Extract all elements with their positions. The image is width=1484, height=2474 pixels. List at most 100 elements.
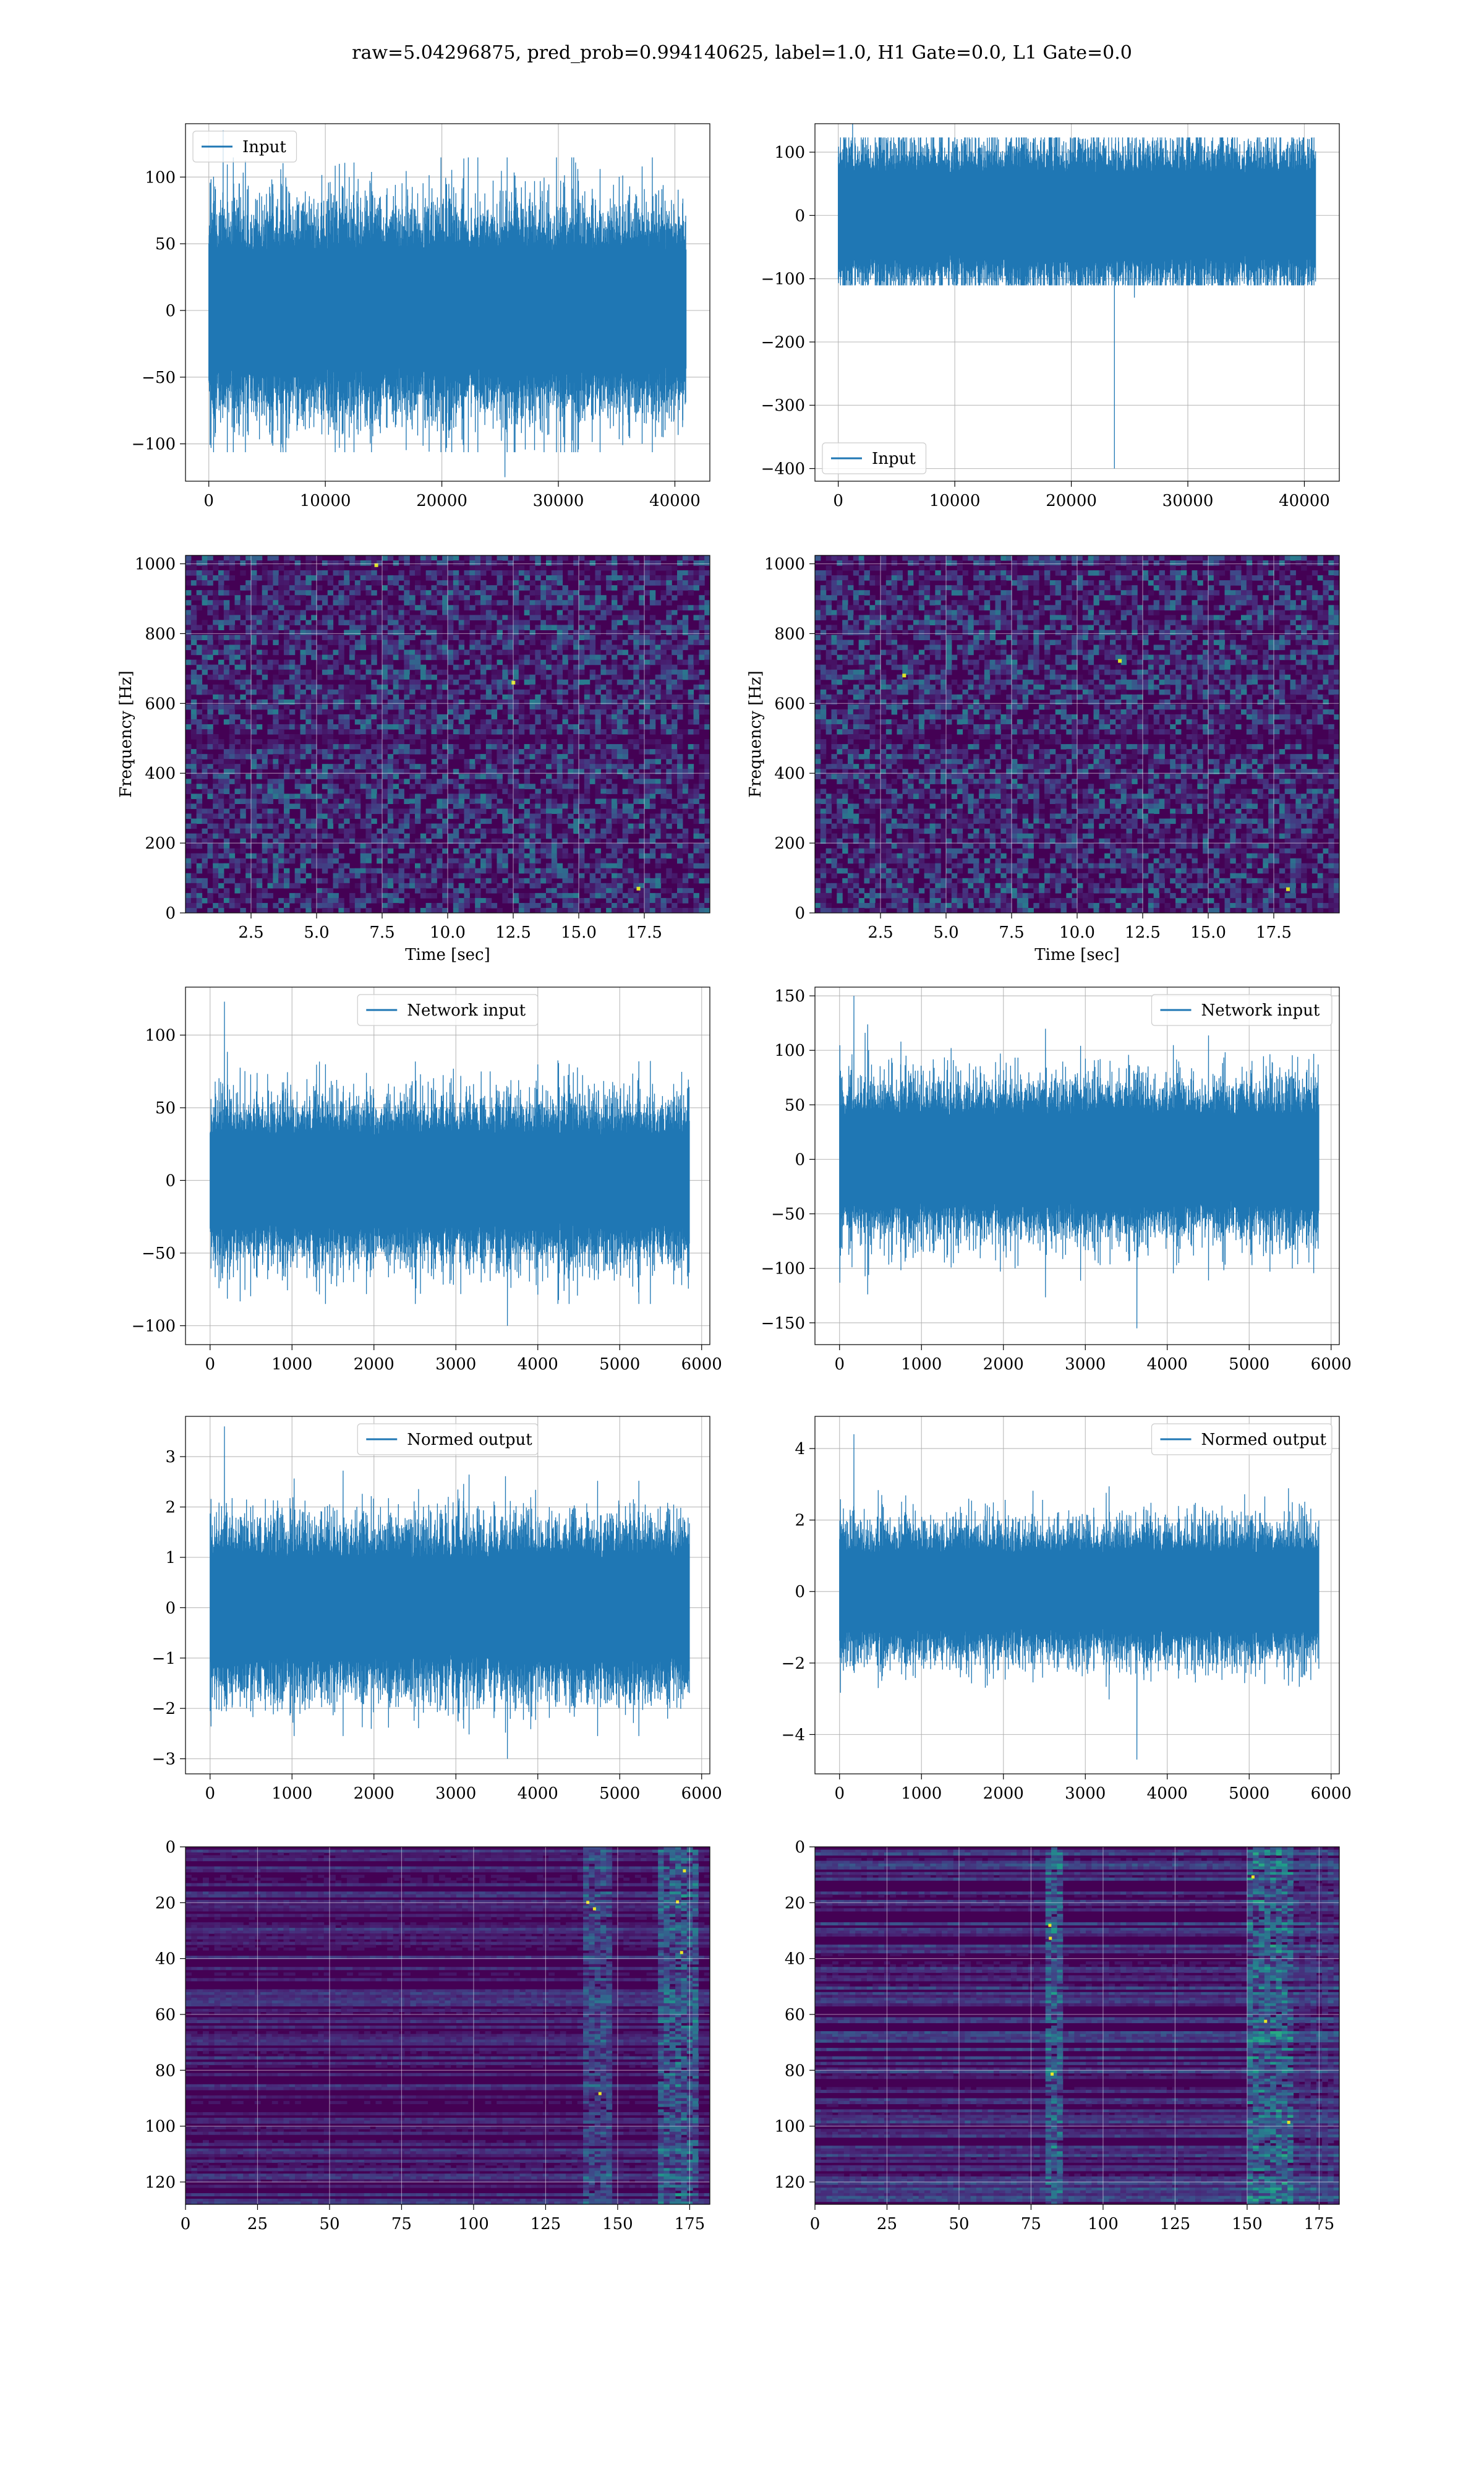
x-tick-label: 2.5: [238, 923, 263, 942]
y-tick-label: 20: [785, 1894, 805, 1912]
x-tick-label: 5000: [599, 1784, 640, 1803]
plot-area: 0 25 50 75 100 125 150 175 0 20 40 60 80 100 120: [145, 1838, 710, 2233]
y-tick-label: −400: [761, 460, 805, 479]
x-tick-label: 175: [1304, 2215, 1335, 2233]
y-tick-label: −300: [761, 396, 805, 415]
y-tick-label: 200: [774, 834, 805, 853]
y-tick-label: 600: [145, 695, 176, 713]
x-tick-label: 5000: [1229, 1784, 1269, 1803]
axes-frame: [185, 1846, 710, 2205]
axes-frame: [814, 555, 1340, 914]
legend-frame: [357, 1423, 539, 1455]
x-tick-label: 2000: [354, 1784, 394, 1803]
y-tick-label: 800: [145, 625, 176, 643]
x-tick-label: 12.5: [1125, 923, 1161, 942]
y-tick-label: −100: [761, 1260, 805, 1278]
legend: Normed output: [357, 1423, 539, 1455]
x-tick-label: 40000: [649, 492, 701, 510]
x-axis: 0 1000 2000 3000 4000 5000 6000: [834, 1774, 1352, 1803]
x-tick-label: 3000: [435, 1784, 476, 1803]
x-tick-label: 40000: [1279, 492, 1330, 510]
y-axis-label: Frequency [Hz]: [746, 670, 765, 798]
y-tick-label: 1: [165, 1549, 176, 1567]
x-tick-label: 175: [675, 2215, 706, 2233]
x-tick-label: 1000: [271, 1784, 312, 1803]
x-tick-label: 6000: [681, 1355, 722, 1374]
x-axis: 2.5 5.0 7.5 10.0 12.5 15.0 17.5: [868, 913, 1292, 942]
heatmap-cells: [815, 1847, 1339, 2204]
x-tick-label: 5000: [1229, 1355, 1269, 1374]
x-axis-label: Time [sec]: [1034, 946, 1120, 964]
y-axis: −150 −100 −50 0 50 100 150: [761, 987, 815, 1333]
y-tick-label: −4: [782, 1726, 805, 1744]
y-tick-label: 60: [785, 2006, 805, 2024]
y-tick-label: 100: [145, 2118, 176, 2136]
y-tick-label: 100: [774, 143, 805, 162]
axes-frame: [814, 1416, 1340, 1774]
legend: Normed output: [1151, 1423, 1333, 1455]
y-tick-label: 100: [145, 168, 176, 187]
legend: Network input: [1151, 994, 1333, 1026]
y-tick-label: 60: [155, 2006, 176, 2024]
y-axis: 0 200 400 600 800 1000: [135, 555, 186, 923]
y-tick-label: −50: [142, 1244, 176, 1263]
x-tick-label: 10000: [929, 492, 981, 510]
plot-area: 0 1000 2000 3000 4000 5000 6000 −3 −2 −1 0 1 2 3 Norme…: [152, 1416, 722, 1803]
x-tick-label: 0: [834, 1784, 845, 1803]
plot-area: 0 1000 2000 3000 4000 5000 6000 −100 −50 0 50 100 Ne…: [132, 987, 722, 1374]
y-tick-label: −200: [761, 333, 805, 352]
y-tick-label: −50: [142, 369, 176, 387]
y-axis: −100 −50 0 50 100: [132, 1027, 186, 1335]
legend: Network input: [357, 994, 539, 1026]
x-tick-label: 4000: [1147, 1784, 1188, 1803]
x-tick-label: 4000: [518, 1784, 558, 1803]
x-tick-label: 100: [1088, 2215, 1119, 2233]
y-tick-label: −100: [761, 270, 805, 289]
y-tick-label: −2: [152, 1700, 176, 1718]
chart-panel-r3c1: 0 1000 2000 3000 4000 5000 6000 −4 −2 0 2 4 Normed o…: [782, 1416, 1352, 1803]
x-tick-label: 3000: [1065, 1784, 1106, 1803]
y-tick-label: −100: [132, 1317, 176, 1335]
x-tick-label: 2000: [983, 1355, 1024, 1374]
x-tick-label: 4000: [1147, 1355, 1188, 1374]
plot-area: 0 1000 2000 3000 4000 5000 6000 −4 −2 0 2 4 Normed o…: [782, 1416, 1352, 1803]
y-tick-label: 0: [795, 207, 805, 225]
series-line: [839, 996, 1320, 1329]
y-tick-label: 4: [795, 1440, 805, 1458]
chart-panel-r4c0: 0 25 50 75 100 125 150 175 0 20 40 60 80 100 120: [145, 1838, 710, 2233]
x-tick-label: 17.5: [1256, 923, 1292, 942]
plot-area: 2.5 5.0 7.5 10.0 12.5 15.0 17.5 0 200 400 600 800 10…: [746, 555, 1340, 964]
y-tick-label: 120: [145, 2173, 176, 2192]
x-tick-label: 5000: [599, 1355, 640, 1374]
x-tick-label: 2.5: [868, 923, 893, 942]
x-axis: 2.5 5.0 7.5 10.0 12.5 15.0 17.5: [238, 913, 662, 942]
x-tick-label: 0: [834, 1355, 845, 1374]
x-tick-label: 0: [181, 2215, 191, 2233]
axes-frame: [814, 1846, 1340, 2205]
series-line: [210, 1001, 690, 1326]
y-tick-label: 100: [774, 2118, 805, 2136]
x-tick-label: 10000: [300, 492, 351, 510]
x-axis: 0 1000 2000 3000 4000 5000 6000: [205, 1774, 722, 1803]
y-tick-label: 0: [795, 1838, 805, 1857]
chart-panel-r4c1: 0 25 50 75 100 125 150 175 0 20 40 60 80 100 120: [774, 1838, 1340, 2233]
y-tick-label: 800: [774, 625, 805, 643]
plot-area: 0 10000 20000 30000 40000 −100 −50 0 50 100 Input: [132, 123, 710, 510]
y-tick-label: 120: [774, 2173, 805, 2192]
y-tick-label: −100: [132, 435, 176, 454]
y-axis: 0 200 400 600 800 1000: [764, 555, 815, 923]
x-tick-label: 10.0: [430, 923, 466, 942]
y-tick-label: 0: [795, 1583, 805, 1601]
x-tick-label: 150: [602, 2215, 633, 2233]
x-tick-label: 2000: [983, 1784, 1024, 1803]
y-tick-label: 3: [165, 1448, 176, 1466]
y-tick-label: 100: [145, 1027, 176, 1045]
series-line: [210, 1426, 690, 1759]
y-tick-label: 150: [774, 987, 805, 1006]
x-tick-label: 7.5: [999, 923, 1024, 942]
x-tick-label: 0: [810, 2215, 821, 2233]
x-tick-label: 2000: [354, 1355, 394, 1374]
y-tick-label: −150: [761, 1314, 805, 1333]
x-tick-label: 5.0: [933, 923, 958, 942]
plot-area: 2.5 5.0 7.5 10.0 12.5 15.0 17.5 0 200 400 600 800 10…: [117, 555, 710, 964]
